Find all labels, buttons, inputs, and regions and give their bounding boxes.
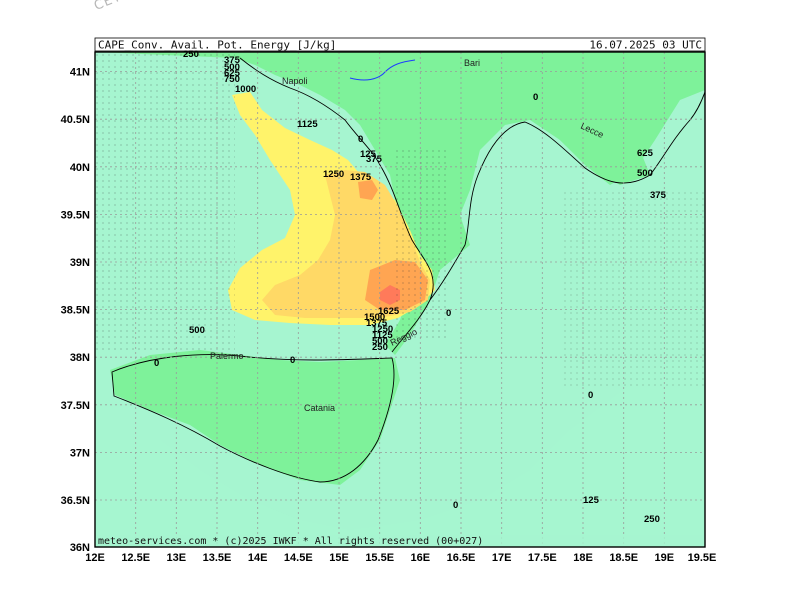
lon-label: 16E [411, 552, 431, 564]
footer-bar [95, 535, 705, 547]
lon-label: 18E [573, 552, 593, 564]
city-label-bari: Bari [464, 58, 480, 68]
land-salento [540, 115, 650, 185]
lat-label: 39.5N [61, 209, 90, 221]
contour-label: 0 [588, 390, 593, 401]
lon-label: 18.5E [609, 552, 638, 564]
contour-label: 0 [358, 134, 363, 145]
lon-label: 15.5E [365, 552, 394, 564]
contour-label: 0 [533, 92, 538, 103]
header-bar [94, 37, 706, 52]
land-sicily [110, 350, 400, 485]
contour-label: 1125 [372, 330, 393, 341]
contour-stipple-calabria [395, 150, 450, 340]
contour-label: 0 [154, 358, 159, 369]
lat-label: 38N [70, 352, 90, 364]
lat-label: 37.5N [61, 400, 90, 412]
lon-label: 15E [329, 552, 349, 564]
footer-credit: meteo-services.com * (c)2025 IWKF * All … [98, 536, 483, 547]
lat-label: 41N [70, 67, 90, 79]
coastline-sicily [111, 354, 395, 483]
city-label-catania: Catania [304, 403, 335, 413]
contour-label: 250 [372, 342, 388, 353]
contour-label: 0 [446, 308, 451, 319]
lat-label: 37N [70, 447, 90, 459]
lon-label: 14E [248, 552, 268, 564]
contour-label: 375 [366, 154, 383, 165]
lon-label: 19E [655, 552, 675, 564]
contour-label: 1500 [364, 312, 385, 323]
grid [95, 52, 705, 547]
sea-south [95, 350, 705, 547]
contour-label: 1250 [372, 324, 393, 335]
contour-label: 375 [224, 55, 241, 66]
lat-label: 38.5N [61, 305, 90, 317]
contour-label: 500 [637, 168, 653, 179]
lat-label: 36.5N [61, 495, 90, 507]
lat-axis: 41N 40.5N 40N 39.5N 39N 38.5N 38N 37.5N … [61, 67, 90, 554]
lon-label: 13.5E [203, 552, 232, 564]
contour-label: 250 [183, 49, 199, 60]
contour-label: 1375 [366, 318, 388, 329]
contour-label: 500 [372, 336, 388, 347]
lon-label: 16.5E [447, 552, 476, 564]
lat-label: 36N [70, 542, 90, 554]
header-valid-time: 16.07.2025 03 UTC [589, 39, 702, 52]
header-title: CAPE_Conv._Avail._Pot._Energy_[J/kg] [98, 39, 336, 52]
contour-label: 125 [583, 495, 600, 506]
contour-label: 375 [650, 190, 667, 201]
lon-label: 17.5E [528, 552, 557, 564]
contour-label: 125 [360, 149, 377, 160]
lat-label: 40.5N [61, 114, 90, 126]
coastline-italy [239, 57, 706, 353]
city-label-palermo: Palermo [210, 351, 244, 361]
contour-label: 500 [224, 62, 240, 73]
lon-label: 14.5E [284, 552, 313, 564]
contour-label: 1375 [350, 172, 372, 183]
lon-label: 12E [85, 552, 105, 564]
lon-label: 19.5E [688, 552, 717, 564]
lon-axis: 12E 12.5E 13E 13.5E 14E 14.5E 15E 15.5E … [85, 552, 716, 564]
contour-label: 1250 [323, 169, 344, 180]
contour-label: 0 [290, 355, 295, 366]
contour-label: 750 [224, 74, 240, 85]
contour-label: 625 [637, 148, 654, 159]
contour-label: 1625 [378, 306, 400, 317]
contour-stipple-west [95, 52, 235, 352]
contour-label: 0 [453, 500, 458, 511]
contour-label: 625 [224, 68, 241, 79]
contour-label: 250 [644, 514, 660, 525]
lat-label: 39N [70, 257, 90, 269]
contour-stipple-east [560, 190, 705, 390]
contour-label: 1000 [235, 84, 256, 95]
lon-label: 13E [167, 552, 187, 564]
cape-cell-1375 [358, 180, 378, 200]
city-label-napoli: Napoli [282, 76, 308, 86]
lon-label: 12.5E [121, 552, 150, 564]
contour-labels: 250 375 500 625 750 1000 1125 0 125 375 … [154, 49, 667, 525]
map-frame [94, 51, 706, 548]
lon-label: 17E [492, 552, 512, 564]
contour-label: 500 [189, 325, 205, 336]
lat-label: 40N [70, 162, 90, 174]
contour-label: 1125 [297, 119, 318, 130]
